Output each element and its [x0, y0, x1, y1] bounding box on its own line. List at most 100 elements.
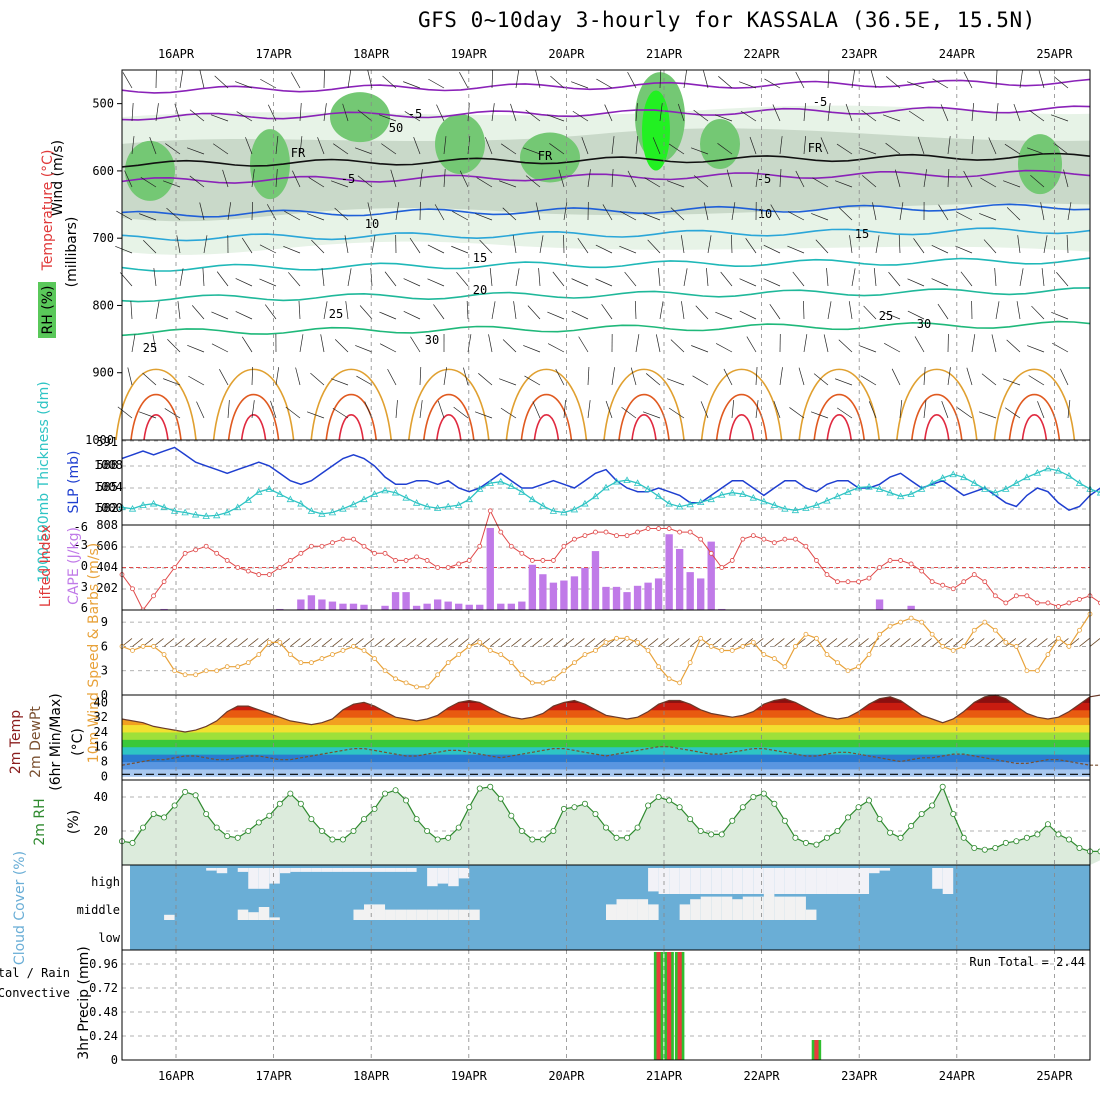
cloud-middle-bar: [385, 909, 396, 920]
wind-barb: [1006, 207, 1021, 221]
thickness-marker: [1075, 479, 1084, 486]
wind-barb: [539, 235, 544, 254]
cloud-high-bar: [690, 868, 701, 894]
wind-barb: [1028, 375, 1045, 386]
lifted-index-marker: [845, 579, 851, 585]
wind10-marker: [856, 664, 861, 670]
wind10-tick-label: 0: [101, 688, 108, 702]
rh-marker: [613, 834, 620, 841]
wind-barb: [971, 103, 975, 122]
wind-barb: [980, 177, 997, 188]
lifted-index-marker: [708, 550, 714, 556]
wind10-marker: [140, 644, 146, 649]
isotherm-35: [618, 394, 670, 441]
wind-barb: [885, 142, 901, 155]
cloud-high-bar: [448, 868, 459, 887]
wind10-marker: [372, 656, 377, 661]
lifted-index-marker: [203, 543, 209, 549]
thickness-marker: [360, 495, 368, 503]
wind-barb: [823, 334, 829, 353]
wind-barb: [940, 104, 949, 122]
wind-barb: [522, 147, 541, 155]
lifted-index-marker: [887, 558, 893, 563]
wind-barb: [1038, 70, 1045, 89]
wind-barb: [124, 170, 133, 188]
lifted-index-marker: [224, 558, 230, 563]
axis-label-wind10: 10m Wind Speed & Barbs (m/s): [86, 543, 102, 763]
wind-barb: [861, 109, 877, 122]
cloud-high-bar: [795, 868, 806, 894]
wind-barb: [627, 71, 637, 89]
precip-legend-convective: Convective: [0, 986, 70, 1000]
wind-barb: [288, 272, 301, 287]
rh-marker: [129, 839, 136, 846]
isotherm-30: [993, 368, 1076, 441]
wind-barb: [907, 278, 925, 287]
lifted-index-marker: [866, 575, 872, 581]
axis-label-2m-dewpt: 2m DewPt: [28, 706, 44, 778]
rh-marker: [550, 828, 557, 835]
wind-barb: [668, 143, 685, 155]
cloud-middle-bar: [805, 909, 817, 920]
wind10-barb: [889, 638, 901, 647]
thickness-marker: [791, 506, 800, 514]
cape-bar: [412, 605, 421, 610]
wind-barb: [700, 401, 709, 419]
wind10-marker: [540, 680, 546, 686]
wind10-marker: [729, 648, 735, 653]
wind-barb: [703, 70, 709, 89]
cloud-high-bar: [332, 868, 343, 872]
wind-barb: [117, 406, 133, 419]
wind-barb: [330, 180, 349, 188]
wind10-barb: [900, 638, 911, 647]
rh-marker: [781, 817, 788, 824]
thickness-marker: [486, 479, 494, 486]
cape-bar: [654, 578, 663, 610]
wind10-marker: [908, 615, 914, 621]
x-tick-label-bottom: 25APR: [1036, 1069, 1073, 1083]
wind-barb: [131, 334, 136, 353]
precip-conv-bar: [656, 952, 661, 1060]
wind-barb: [1066, 235, 1069, 254]
rh-marker: [908, 822, 915, 829]
wind10-marker: [792, 644, 798, 649]
lifted-index-marker: [466, 558, 472, 563]
wind10-barb: [616, 638, 627, 647]
wind-barb: [1031, 305, 1045, 320]
wind10-barb: [405, 638, 417, 647]
wind-barb: [251, 201, 253, 221]
wind-barb: [635, 334, 640, 353]
wind-barb: [611, 136, 615, 155]
wind10-marker: [898, 619, 904, 625]
wind-barb: [379, 311, 397, 320]
wind10-barb: [363, 638, 375, 647]
thickness-tick-label: 582: [96, 501, 118, 515]
wind-barb: [334, 207, 349, 221]
wind-barb: [344, 235, 349, 254]
wind-barb: [364, 401, 373, 419]
thickness-marker: [612, 477, 621, 485]
wind-barb: [211, 311, 229, 320]
lifted-index-marker: [161, 579, 167, 585]
cape-bar: [718, 608, 726, 610]
wind-barb: [216, 271, 229, 287]
wind-barb: [149, 137, 157, 155]
wind-barb: [827, 103, 831, 122]
cloud-middle-bar: [732, 899, 743, 920]
wind-barb: [988, 137, 997, 155]
axis-label-thickness: 1000-500mb Thickness (dm): [36, 381, 52, 582]
wind10-marker: [1034, 668, 1040, 674]
wind10-marker: [708, 644, 714, 649]
wind10-barb: [184, 638, 196, 647]
lifted-index-marker: [1013, 593, 1019, 599]
wind-barb: [717, 143, 733, 155]
wind-barb: [670, 339, 685, 353]
wind-barb: [210, 114, 229, 122]
wind-barb: [885, 76, 901, 89]
wind-barb: [443, 136, 447, 155]
wind-barb: [680, 235, 685, 254]
wind-barb: [552, 271, 565, 287]
wind-barb: [963, 71, 973, 89]
cape-bar: [465, 604, 473, 610]
wind-barb: [555, 368, 565, 386]
